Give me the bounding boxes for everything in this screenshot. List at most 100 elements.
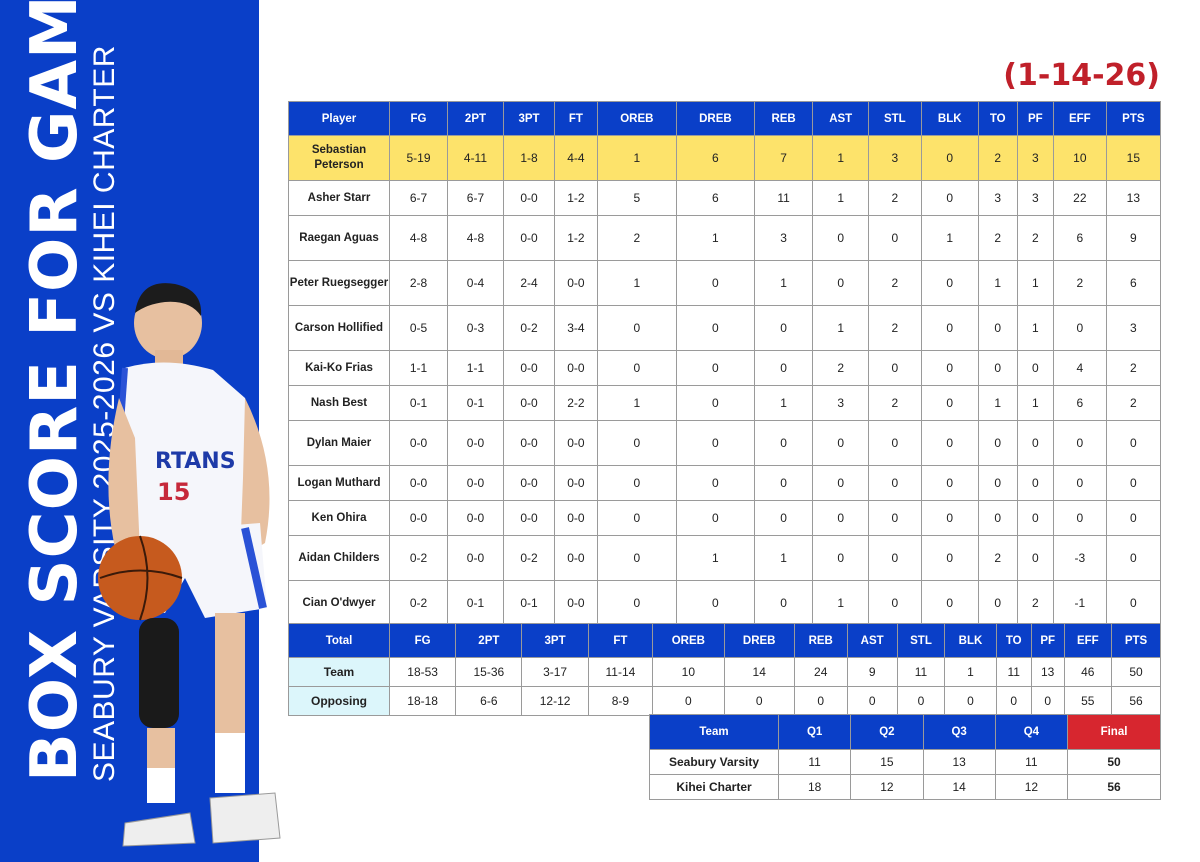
stat-cell: 0 (1105, 420, 1162, 466)
stat-cell: 13 (1105, 180, 1162, 216)
stat-cell: 1 (1016, 305, 1055, 351)
col-header: Team (649, 714, 779, 750)
totals-cell: 8-9 (587, 686, 654, 716)
stat-cell: 0 (596, 500, 677, 536)
table-row: Aidan Childers 0-2 0-0 0-2 0-0 0 1 1 0 0 0 2 0 -3 0 (288, 535, 1162, 581)
table-row: Opposing 18-18 6-6 12-12 8-9 0 0 0 0 0 0 0 0 55 56 (288, 686, 1161, 716)
stat-cell: 0 (753, 465, 814, 501)
col-header: Q2 (850, 714, 924, 750)
stat-cell: 15 (1105, 135, 1162, 181)
stat-cell: 6 (1105, 260, 1162, 306)
stat-cell: 3 (753, 215, 814, 261)
stat-cell: 0 (675, 260, 755, 306)
quarter-scores-table: Team Q1 Q2 Q3 Q4 Final Seabury Varsity 11… (649, 714, 1161, 800)
stat-cell: 1 (753, 535, 814, 581)
col-header: Q3 (922, 714, 996, 750)
stat-cell: 0 (675, 580, 755, 626)
quarter-score-cell: 12 (850, 774, 924, 800)
player-name-cell: Dylan Maier (288, 420, 390, 466)
col-header: BLK (944, 623, 997, 658)
stat-cell: 1 (596, 260, 677, 306)
stat-cell: 1 (753, 385, 814, 421)
stat-cell: 2 (868, 385, 922, 421)
stat-cell: 6 (1053, 385, 1107, 421)
stat-cell: 0-1 (447, 385, 504, 421)
stat-cell: 0 (920, 420, 979, 466)
player-name-cell: Asher Starr (288, 180, 390, 216)
stat-cell: 1 (1016, 260, 1055, 306)
stat-cell: 0 (812, 420, 869, 466)
stat-cell: 5-19 (389, 135, 448, 181)
col-header-final: Final (1067, 714, 1161, 750)
stat-cell: 6 (675, 180, 755, 216)
page-title: BOX SCORE FOR GAME (18, 0, 92, 782)
stat-cell: 7 (753, 135, 814, 181)
stat-cell: 0 (1016, 465, 1055, 501)
stat-cell: 0 (1053, 465, 1107, 501)
stat-cell: 2 (1016, 580, 1055, 626)
totals-cell: 50 (1111, 657, 1161, 687)
stat-cell: 0 (1053, 500, 1107, 536)
stat-cell: 0-0 (447, 465, 504, 501)
quarter-score-cell: 18 (777, 774, 852, 800)
stat-cell: -1 (1053, 580, 1107, 626)
stat-cell: 2 (977, 535, 1018, 581)
stat-cell: 0 (596, 420, 677, 466)
stat-cell: 0 (675, 305, 755, 351)
stat-cell: 0 (812, 215, 869, 261)
stat-cell: 6-7 (389, 180, 448, 216)
totals-cell: 0 (652, 686, 725, 716)
totals-cell: 46 (1063, 657, 1113, 687)
col-header: OREB (596, 101, 677, 136)
player-stats-table: Player FG 2PT 3PT FT OREB DREB REB AST S… (288, 101, 1162, 626)
stat-cell: 2 (1105, 385, 1162, 421)
final-score-cell: 56 (1067, 774, 1161, 800)
col-header: PTS (1111, 623, 1161, 658)
stat-cell: 0 (1105, 580, 1162, 626)
stat-cell: 0 (920, 305, 979, 351)
quarter-score-cell: 14 (922, 774, 996, 800)
stat-cell: 0-0 (502, 180, 556, 216)
stat-cell: 1 (812, 180, 869, 216)
stat-cell: 3-4 (554, 305, 598, 351)
stat-cell: 0-1 (447, 580, 504, 626)
stat-cell: 0 (977, 465, 1018, 501)
stat-cell: 0 (753, 305, 814, 351)
col-header: EFF (1053, 101, 1107, 136)
stat-cell: 0 (596, 580, 677, 626)
quarter-score-cell: 11 (777, 749, 852, 775)
stat-cell: 3 (812, 385, 869, 421)
stat-cell: 0 (920, 135, 979, 181)
stat-cell: 5 (596, 180, 677, 216)
totals-header-row: Total FG 2PT 3PT FT OREB DREB REB AST ST… (288, 623, 1161, 658)
player-name-cell: Carson Hollified (288, 305, 390, 351)
table-row: Team 18-53 15-36 3-17 11-14 10 14 24 9 11 1 11 13 46 5… (288, 657, 1161, 687)
stat-cell: 3 (1016, 135, 1055, 181)
col-header: 3PT (502, 101, 556, 136)
stat-cell: 1-1 (389, 350, 448, 386)
col-header: DREB (723, 623, 795, 658)
stat-cell: 0-0 (502, 385, 556, 421)
stat-cell: 0-0 (389, 465, 448, 501)
totals-cell: 11 (995, 657, 1032, 687)
quarter-score-cell: 13 (922, 749, 996, 775)
table-row: Sebastian Peterson 5-19 4-11 1-8 4-4 1 6 7 1 3 0 2 3… (288, 135, 1162, 181)
stat-cell: 0 (675, 465, 755, 501)
stat-cell: 4-8 (389, 215, 448, 261)
stat-cell: 0 (868, 350, 922, 386)
stat-cell: 2 (1016, 215, 1055, 261)
team-name-cell: Seabury Varsity (649, 749, 779, 775)
quarter-score-cell: 15 (850, 749, 924, 775)
stat-cell: 3 (977, 180, 1018, 216)
stat-cell: 0-0 (502, 500, 556, 536)
stat-cell: 1 (812, 580, 869, 626)
stat-cell: 2-4 (502, 260, 556, 306)
player-name-cell: Ken Ohira (288, 500, 390, 536)
totals-label-cell: Team (288, 657, 390, 687)
stat-cell: 2 (1105, 350, 1162, 386)
player-name-cell: Kai-Ko Frias (288, 350, 390, 386)
table-row: Nash Best 0-1 0-1 0-0 2-2 1 0 1 3 2 0 1 1 6 2 (288, 385, 1162, 421)
stat-cell: 1 (812, 135, 869, 181)
col-header: EFF (1063, 623, 1113, 658)
totals-cell: 0 (896, 686, 946, 716)
